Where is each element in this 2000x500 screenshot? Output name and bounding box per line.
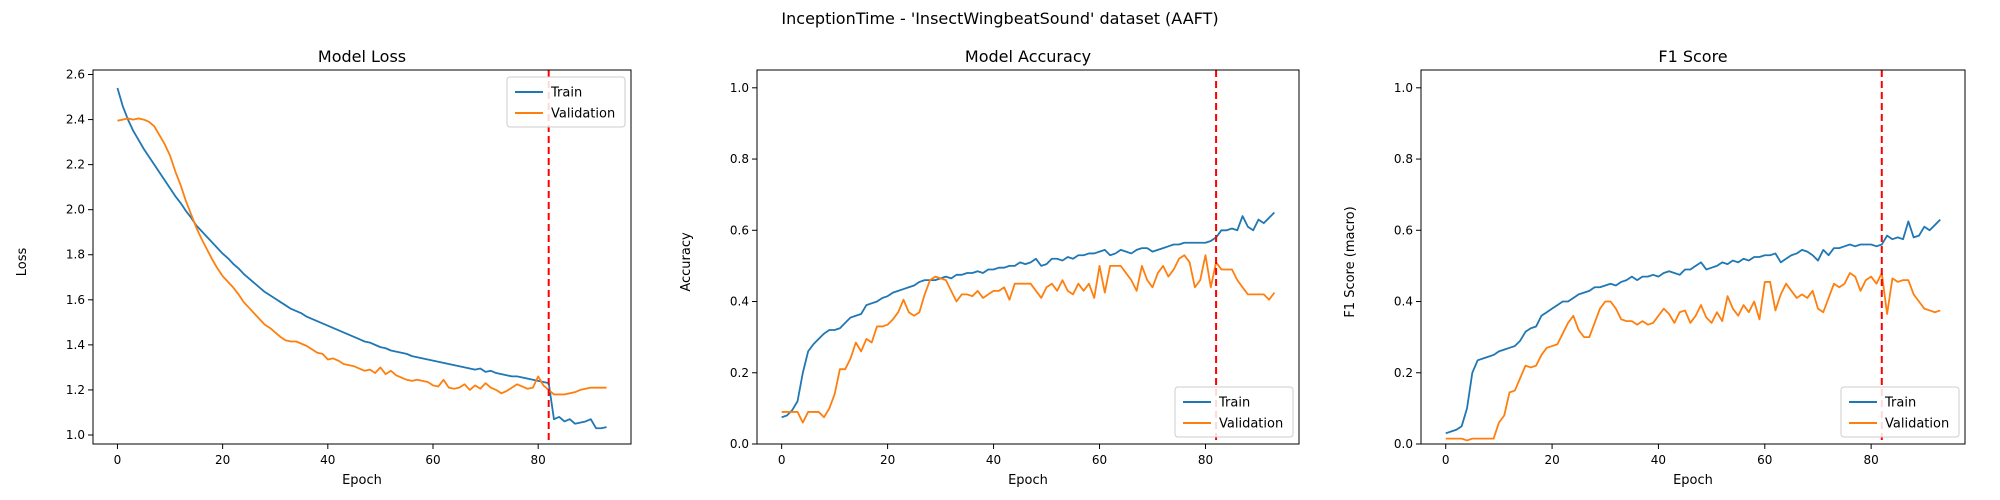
x-tick-label: 20	[1544, 453, 1559, 467]
x-tick-label: 60	[1092, 453, 1107, 467]
y-tick-label: 2.4	[66, 113, 85, 127]
y-tick-label: 0.8	[730, 152, 749, 166]
x-axis-label: Epoch	[1673, 473, 1713, 488]
x-axis-label: Epoch	[1008, 473, 1048, 488]
x-tick-label: 0	[778, 453, 786, 467]
legend-box	[506, 76, 626, 128]
x-tick-label: 80	[531, 453, 546, 467]
legend-label: Train	[1218, 396, 1250, 411]
x-tick-label: 80	[1864, 453, 1879, 467]
y-tick-label: 1.0	[66, 428, 85, 442]
chart-f1: F1 Score Epoch F1 Score (macro) 0 20 40 60 8…	[1343, 47, 1966, 488]
axes-frame	[92, 69, 632, 445]
y-tick-label: 0.6	[730, 223, 749, 237]
y-tick-label: 2.2	[66, 158, 85, 172]
y-tick-label: 1.6	[66, 293, 85, 307]
y-axis-label: Accuracy	[679, 232, 694, 292]
y-tick-label: 0.6	[1394, 223, 1413, 237]
x-tick-label: 0	[1442, 453, 1450, 467]
x-tick-label: 20	[880, 453, 895, 467]
legend-label: Train	[1884, 396, 1916, 411]
chart-loss: Model Loss Epoch Loss 0 20 40 60 80 1.0 1.2 1.4…	[15, 47, 632, 488]
x-tick-label: 40	[320, 453, 335, 467]
x-axis-label: Epoch	[342, 473, 382, 488]
y-tick-label: 0.0	[1394, 437, 1413, 451]
chart-title: Model Accuracy	[965, 47, 1091, 66]
y-tick-label: 0.2	[730, 366, 749, 380]
y-tick-label: 1.0	[1394, 81, 1413, 95]
legend: Train Validation	[1174, 386, 1294, 438]
y-tick-label: 2.0	[66, 203, 85, 217]
y-tick-label: 0.8	[1394, 152, 1413, 166]
legend-box	[1840, 386, 1960, 438]
plot-area: 0 20 40 60 80 0.0 0.2 0.4 0.6 0.8 1.0 Train Validati…	[1394, 69, 1966, 467]
legend: Train Validation	[506, 76, 626, 128]
legend: Train Validation	[1840, 386, 1960, 438]
figure-suptitle: InceptionTime - 'InsectWingbeatSound' da…	[781, 9, 1218, 28]
y-axis-label: F1 Score (macro)	[1343, 206, 1358, 317]
plot-area: 0 20 40 60 80 1.0 1.2 1.4 1.6 1.8 2.0 2.2 2.4 2.6 Trai…	[66, 68, 632, 467]
series-line-validation	[117, 117, 607, 396]
y-axis-label: Loss	[15, 248, 30, 277]
x-tick-label: 80	[1198, 453, 1213, 467]
x-tick-label: 20	[215, 453, 230, 467]
legend-label: Train	[550, 86, 582, 101]
axes-frame	[756, 69, 1300, 445]
axes-frame	[1420, 69, 1966, 445]
x-tick-label: 0	[114, 453, 122, 467]
legend-box	[1174, 386, 1294, 438]
series-line-train	[1445, 218, 1941, 435]
y-tick-label: 1.0	[730, 81, 749, 95]
series-line-train	[781, 211, 1275, 419]
x-tick-label: 40	[1651, 453, 1666, 467]
x-tick-label: 60	[425, 453, 440, 467]
series-line-train	[116, 87, 607, 430]
chart-title: F1 Score	[1658, 47, 1727, 66]
y-tick-label: 0.0	[730, 437, 749, 451]
legend-label: Validation	[551, 107, 615, 122]
legend-label: Validation	[1885, 417, 1949, 432]
chart-title: Model Loss	[318, 47, 406, 66]
y-tick-label: 1.4	[66, 338, 85, 352]
y-tick-label: 0.4	[730, 295, 749, 309]
x-tick-label: 60	[1757, 453, 1772, 467]
y-tick-label: 1.8	[66, 248, 85, 262]
y-tick-label: 1.2	[66, 383, 85, 397]
x-tick-label: 40	[986, 453, 1001, 467]
y-tick-label: 0.2	[1394, 366, 1413, 380]
plot-area: 0 20 40 60 80 0.0 0.2 0.4 0.6 0.8 1.0 Train Validati…	[730, 69, 1300, 467]
y-tick-label: 0.4	[1394, 295, 1413, 309]
y-tick-label: 2.6	[66, 68, 85, 82]
series-line-validation	[781, 254, 1276, 424]
legend-label: Validation	[1219, 417, 1283, 432]
series-line-validation	[1445, 272, 1941, 442]
chart-accuracy: Model Accuracy Epoch Accuracy 0 20 40 60 800…	[679, 47, 1300, 488]
